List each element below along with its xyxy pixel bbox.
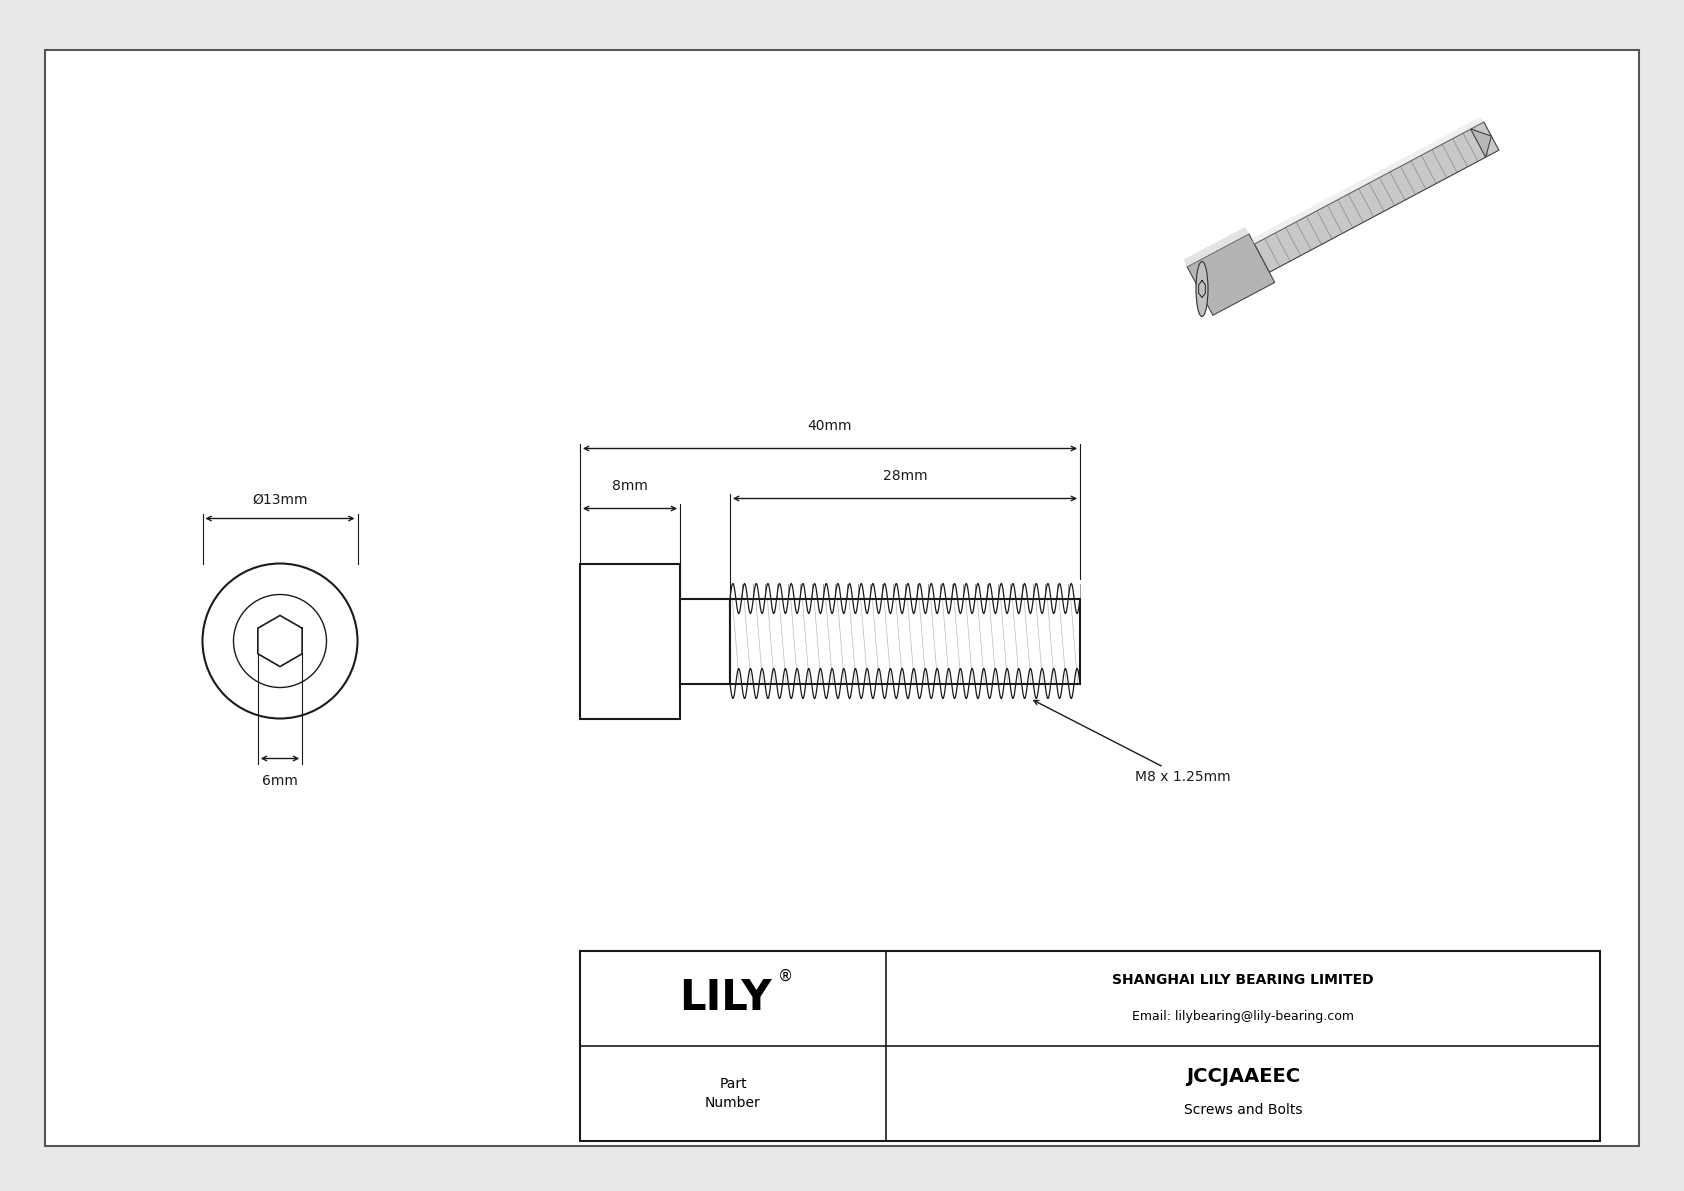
Text: M8 x 1.25mm: M8 x 1.25mm — [1034, 700, 1231, 784]
Polygon shape — [1470, 129, 1492, 157]
Circle shape — [234, 594, 327, 687]
Text: JCCJAAEEC: JCCJAAEEC — [1186, 1067, 1300, 1086]
Bar — [729, 599, 1079, 684]
Text: SHANGHAI LILY BEARING LIMITED: SHANGHAI LILY BEARING LIMITED — [1111, 973, 1374, 987]
Text: 8mm: 8mm — [611, 480, 648, 493]
Circle shape — [202, 563, 357, 718]
Polygon shape — [1251, 117, 1484, 244]
Polygon shape — [1255, 121, 1499, 273]
Text: Ø13mm: Ø13mm — [253, 493, 308, 506]
Text: Part
Number: Part Number — [706, 1077, 761, 1110]
Text: 28mm: 28mm — [882, 469, 928, 484]
Polygon shape — [1184, 226, 1250, 267]
Bar — [579, 950, 1600, 1141]
Text: Screws and Bolts: Screws and Bolts — [1184, 1104, 1302, 1117]
Text: Email: lilybearing@lily-bearing.com: Email: lilybearing@lily-bearing.com — [1132, 1010, 1354, 1023]
Text: 40mm: 40mm — [808, 419, 852, 434]
Polygon shape — [1187, 233, 1275, 316]
Bar — [680, 599, 729, 684]
Ellipse shape — [1196, 262, 1207, 317]
Text: 6mm: 6mm — [263, 773, 298, 787]
Text: LILY: LILY — [679, 978, 771, 1019]
Bar — [579, 563, 680, 718]
Text: ®: ® — [778, 969, 793, 984]
